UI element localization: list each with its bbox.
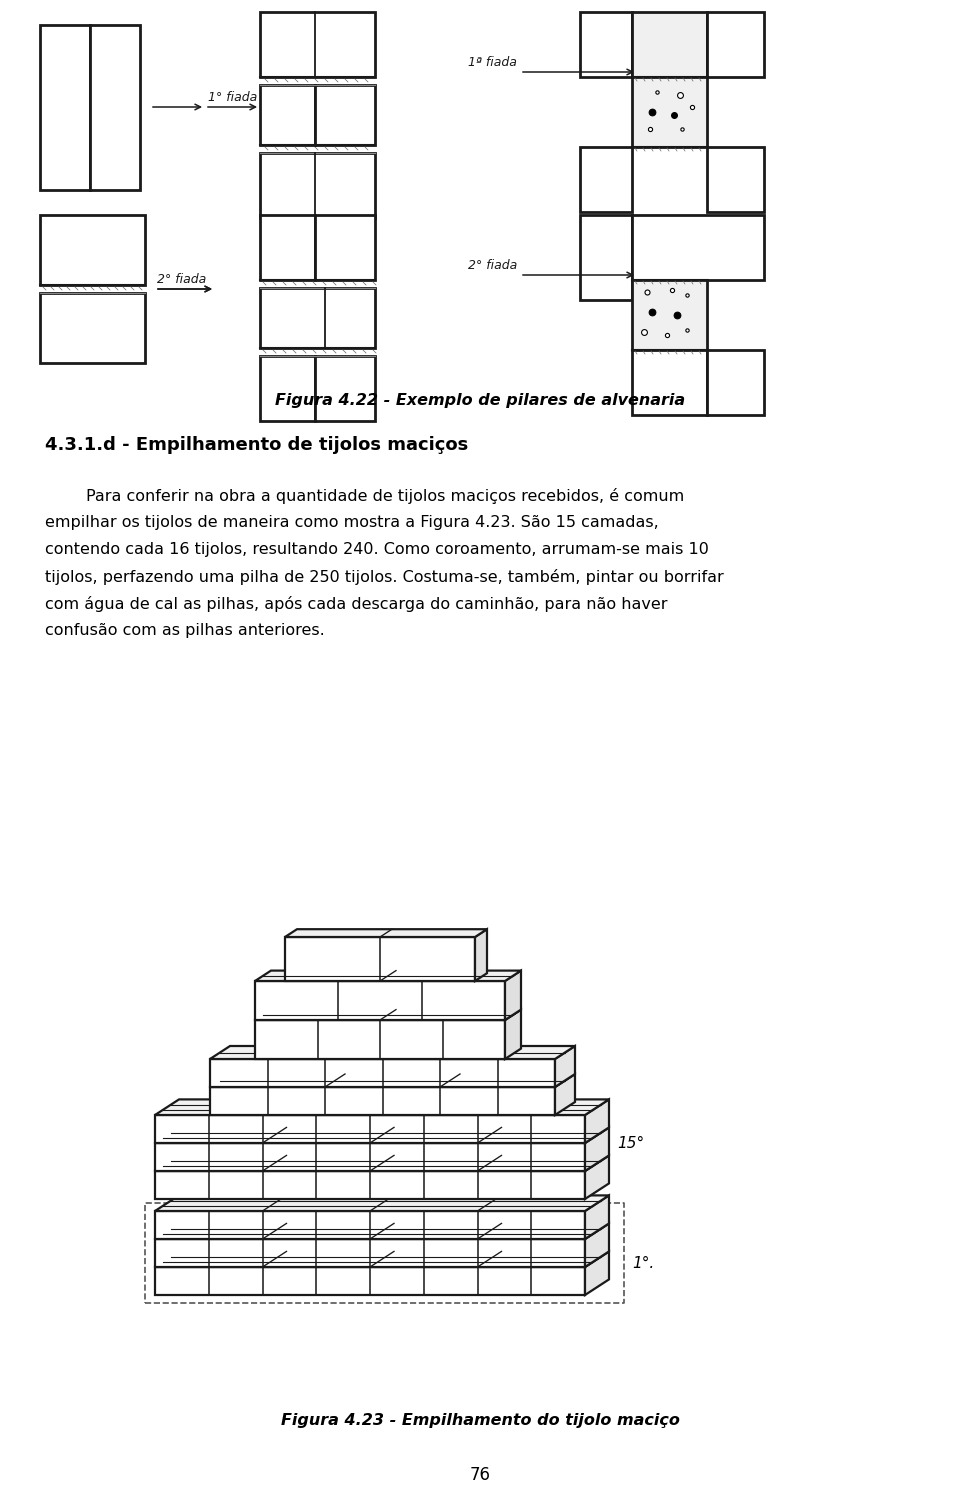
Bar [580, 12, 632, 77]
Polygon shape [585, 1099, 609, 1143]
Bar [315, 215, 375, 279]
Polygon shape [210, 1087, 555, 1114]
Polygon shape [505, 1009, 521, 1059]
Bar [315, 356, 375, 421]
Text: contendo cada 16 tijolos, resultando 240. Como coroamento, arrumam-se mais 10: contendo cada 16 tijolos, resultando 240… [45, 542, 708, 557]
Text: 1°.: 1°. [632, 1256, 655, 1271]
Polygon shape [155, 1239, 585, 1268]
Bar [260, 288, 375, 348]
Polygon shape [255, 981, 505, 1020]
Bar [260, 86, 315, 146]
Polygon shape [255, 970, 521, 981]
Text: 1ª fiada: 1ª fiada [468, 56, 517, 69]
Polygon shape [155, 1099, 609, 1114]
Polygon shape [505, 970, 521, 1020]
Polygon shape [155, 1224, 609, 1239]
Text: empilhar os tijolos de maneira como mostra a Figura 4.23. São 15 camadas,: empilhar os tijolos de maneira como most… [45, 515, 659, 530]
Bar [632, 215, 764, 279]
Polygon shape [155, 1128, 609, 1143]
Polygon shape [155, 1114, 585, 1143]
Text: tijolos, perfazendo uma pilha de 250 tijolos. Costuma-se, também, pintar ou borr: tijolos, perfazendo uma pilha de 250 tij… [45, 569, 724, 584]
Bar [632, 279, 707, 350]
Polygon shape [585, 1224, 609, 1268]
Polygon shape [210, 1045, 575, 1059]
Bar [707, 350, 764, 415]
Polygon shape [210, 1059, 555, 1087]
Bar [40, 293, 145, 363]
Text: 15°: 15° [617, 1136, 644, 1151]
Text: confusão com as pilhas anteriores.: confusão com as pilhas anteriores. [45, 623, 324, 638]
Text: 1° fiada: 1° fiada [208, 92, 257, 104]
Polygon shape [155, 1268, 585, 1295]
Bar [40, 26, 90, 189]
Bar [580, 147, 632, 212]
Bar [260, 12, 375, 77]
Polygon shape [155, 1211, 585, 1239]
Polygon shape [210, 1074, 575, 1087]
Bar [260, 356, 315, 421]
Polygon shape [585, 1251, 609, 1295]
Bar [40, 215, 145, 285]
Text: 4.3.1.d - Empilhamento de tijolos maciços: 4.3.1.d - Empilhamento de tijolos maciço… [45, 436, 468, 454]
Polygon shape [155, 1251, 609, 1268]
Polygon shape [555, 1074, 575, 1114]
Bar [580, 215, 632, 300]
Polygon shape [585, 1155, 609, 1199]
Polygon shape [285, 930, 487, 937]
Polygon shape [155, 1155, 609, 1172]
Bar [90, 26, 140, 189]
Polygon shape [255, 1020, 505, 1059]
Text: 2° fiada: 2° fiada [157, 273, 206, 285]
Polygon shape [555, 1045, 575, 1087]
Polygon shape [155, 1172, 585, 1199]
Text: 2° fiada: 2° fiada [468, 258, 517, 272]
Bar [632, 77, 707, 147]
Polygon shape [155, 1143, 585, 1172]
Polygon shape [585, 1196, 609, 1239]
Polygon shape [585, 1128, 609, 1172]
Bar [632, 350, 707, 415]
Text: Figura 4.22 - Exemplo de pilares de alvenaria: Figura 4.22 - Exemplo de pilares de alve… [275, 392, 685, 407]
Text: Figura 4.23 - Empilhamento do tijolo maciço: Figura 4.23 - Empilhamento do tijolo mac… [280, 1412, 680, 1427]
Bar [707, 12, 764, 77]
Bar [315, 86, 375, 146]
Bar [260, 153, 375, 218]
Polygon shape [155, 1196, 609, 1211]
Polygon shape [285, 937, 475, 981]
Polygon shape [255, 1009, 521, 1020]
Text: 76: 76 [469, 1466, 491, 1484]
Bar [632, 12, 707, 77]
Text: Para conferir na obra a quantidade de tijolos maciços recebidos, é comum: Para conferir na obra a quantidade de ti… [45, 488, 684, 505]
Bar [707, 147, 764, 212]
Bar [260, 215, 315, 279]
Polygon shape [475, 930, 487, 981]
Text: com água de cal as pilhas, após cada descarga do caminhão, para não haver: com água de cal as pilhas, após cada des… [45, 596, 667, 611]
